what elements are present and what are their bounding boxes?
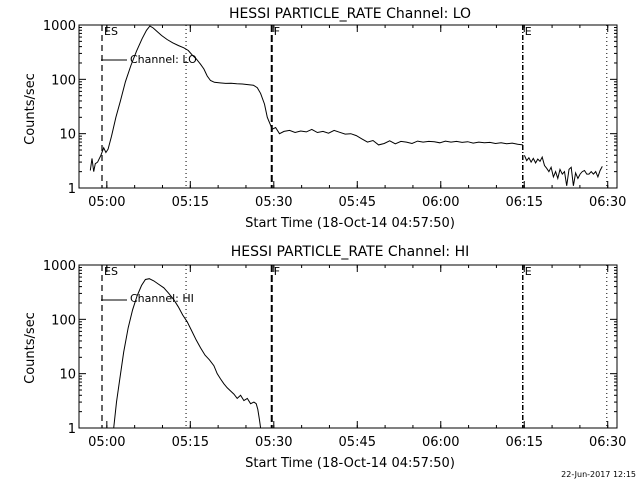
lo-event-marker-label: F [274,25,280,38]
lo-y-tick-label: 1 [68,182,76,197]
hi-x-tick-label: 05:15 [172,435,209,450]
hi-x-tick-label: 05:45 [339,435,376,450]
hi-y-tick-label: 100 [51,313,76,328]
hi-event-marker-label: F [274,265,280,278]
lo-channel-panel: HESSI PARTICLE_RATE Channel: LO Start Ti… [23,6,626,231]
lo-y-tick-label: 100 [51,73,76,88]
lo-legend-label: Channel: LO [130,53,197,66]
lo-plot-frame [78,24,618,189]
lo-x-tick-label: 06:00 [422,195,459,210]
lo-x-tick-label: 05:30 [255,195,292,210]
generation-timestamp: 22-Jun-2017 12:15 [561,470,636,479]
lo-event-marker-label: E [525,25,532,38]
lo-x-tick-label: 05:15 [172,195,209,210]
lo-y-tick-label: 10 [59,128,76,143]
hi-x-tick-label: 06:30 [589,435,626,450]
hi-plot-frame [78,264,618,429]
hi-y-tick-label: 1 [68,422,76,437]
hi-series-group [113,278,262,428]
lo-y-tick-label: 1000 [43,19,76,34]
lo-y-axis-label: Counts/sec [23,73,38,145]
lo-event-marker-label: S [111,25,118,38]
hi-y-axis-label: Counts/sec [23,312,38,384]
hi-y-tick-label: 1000 [43,259,76,274]
lo-event-marker-label: E [104,25,111,38]
hi-event-marker-label: S [111,265,118,278]
hi-event-marker-label: E [525,265,532,278]
hi-x-tick-label: 05:30 [255,435,292,450]
lo-x-tick-label: 05:00 [88,195,125,210]
lo-x-axis-label: Start Time (18-Oct-14 04:57:50) [245,216,455,231]
lo-series-line [271,126,523,146]
hi-legend-label: Channel: HI [130,292,194,305]
lo-series-line [89,25,273,172]
lo-x-tick-label: 06:15 [506,195,543,210]
hi-event-marker-label: E [104,265,111,278]
lo-series-line [523,155,603,186]
hi-series-line [113,278,262,428]
hi-y-tick-label: 10 [59,368,76,383]
hi-channel-panel: HESSI PARTICLE_RATE Channel: HI Start Ti… [23,244,626,471]
lo-chart-title: HESSI PARTICLE_RATE Channel: LO [229,6,471,22]
hi-x-tick-label: 06:15 [506,435,543,450]
hi-chart-title: HESSI PARTICLE_RATE Channel: HI [231,244,469,260]
lo-x-tick-label: 06:30 [589,195,626,210]
lo-x-tick-label: 05:45 [339,195,376,210]
hi-x-tick-label: 05:00 [88,435,125,450]
hi-x-axis-label: Start Time (18-Oct-14 04:57:50) [245,456,455,471]
lo-series-group [89,25,603,186]
hi-x-tick-label: 06:00 [422,435,459,450]
